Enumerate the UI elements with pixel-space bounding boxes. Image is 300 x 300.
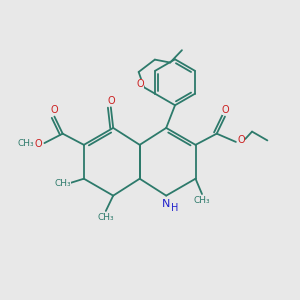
- Text: CH₃: CH₃: [54, 178, 71, 188]
- Text: N: N: [162, 199, 170, 209]
- Text: O: O: [107, 96, 115, 106]
- Text: O: O: [35, 139, 42, 149]
- Text: O: O: [222, 105, 230, 115]
- Text: O: O: [237, 135, 245, 146]
- Text: CH₃: CH₃: [98, 213, 114, 222]
- Text: H: H: [171, 203, 178, 213]
- Text: O: O: [136, 79, 144, 89]
- Text: CH₃: CH₃: [18, 139, 34, 148]
- Text: O: O: [50, 105, 58, 115]
- Text: CH₃: CH₃: [194, 196, 210, 205]
